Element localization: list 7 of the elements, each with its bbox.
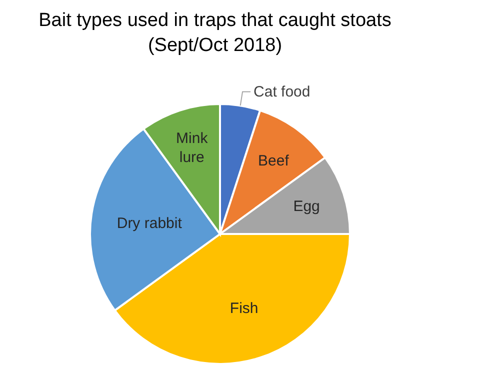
slice-label: Cat food bbox=[254, 83, 310, 100]
slice-label: Mink lure bbox=[176, 129, 208, 166]
slice-label: Beef bbox=[258, 152, 290, 169]
slice-label: Dry rabbit bbox=[116, 214, 183, 232]
chart-title: Bait types used in traps that caught stoats (Sept/Oct 2018) bbox=[38, 9, 392, 58]
slice-label: Egg bbox=[293, 197, 320, 214]
slice-label: Fish bbox=[230, 300, 258, 317]
